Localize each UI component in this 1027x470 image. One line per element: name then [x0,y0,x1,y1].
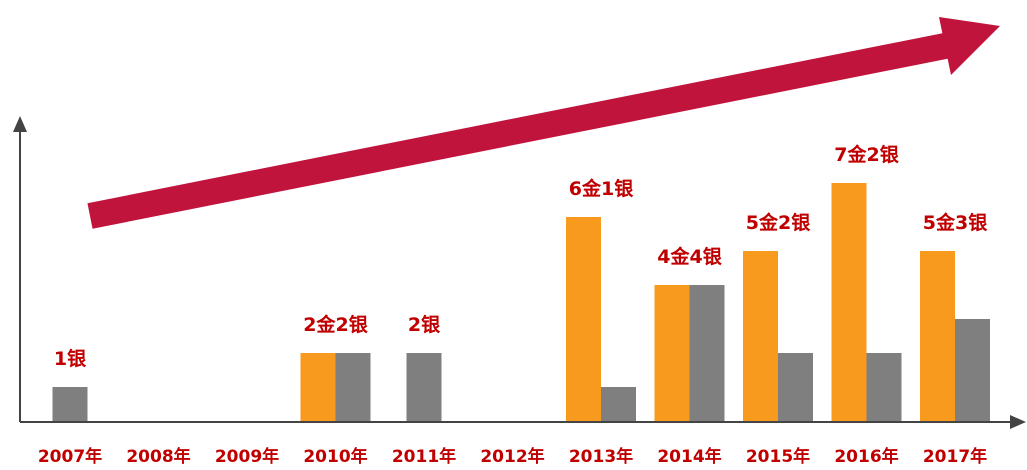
bar [920,251,955,421]
bar [689,285,725,421]
x-tick-label: 2012年 [480,446,544,467]
data-label: 1银 [54,347,87,370]
x-tick-label: 2017年 [923,446,987,467]
x-tick-label: 2007年 [38,446,102,467]
data-label: 2银 [408,313,441,336]
data-label: 2金2银 [303,313,368,336]
bar [335,353,371,421]
trend-arrow [87,17,1000,229]
bar [955,319,990,421]
bar [406,353,442,421]
bar [300,353,336,421]
x-tick-label: 2010年 [303,446,367,467]
bar [654,285,690,421]
bar [778,353,813,421]
bar [743,251,778,421]
bar [52,387,88,421]
bar [566,217,601,421]
axes [13,116,1026,429]
data-label: 4金4银 [657,245,722,268]
bar [601,387,636,421]
x-tick-label: 2009年 [215,446,279,467]
x-tick-label: 2011年 [392,446,456,467]
data-label: 6金1银 [569,177,634,200]
data-label: 7金2银 [834,143,899,166]
data-label: 5金2银 [746,211,811,234]
x-tick-label: 2015年 [746,446,810,467]
x-tick-label: 2016年 [834,446,898,467]
x-tick-label: 2013年 [569,446,633,467]
x-tick-label: 2008年 [126,446,190,467]
data-label: 5金3银 [923,211,988,234]
x-tick-label: 2014年 [657,446,721,467]
bar [831,183,867,421]
bar [866,353,902,421]
